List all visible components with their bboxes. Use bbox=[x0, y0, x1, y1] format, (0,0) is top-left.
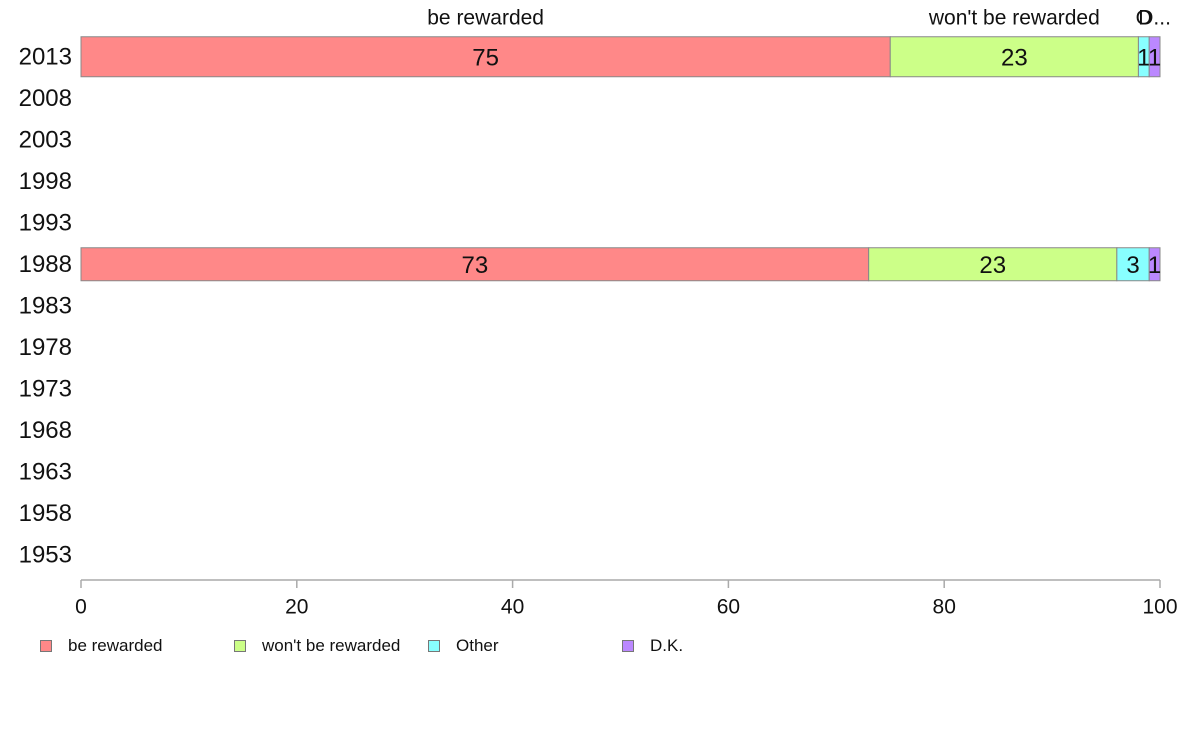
bar-segment bbox=[80, 247, 870, 282]
bar-segment bbox=[1148, 36, 1161, 78]
segment-header-label: O bbox=[1136, 7, 1152, 30]
legend: be rewarded won't be rewarded Other D.K. bbox=[40, 636, 1140, 656]
legend-label: won't be rewarded bbox=[262, 636, 401, 655]
year-label: 1973 bbox=[19, 375, 72, 402]
year-label: 1958 bbox=[19, 500, 72, 527]
year-label: 1968 bbox=[19, 417, 72, 444]
year-label: 2013 bbox=[19, 43, 72, 70]
legend-label: D.K. bbox=[650, 636, 684, 655]
year-label: 1988 bbox=[19, 251, 72, 278]
bar-value-label: 73 bbox=[461, 252, 488, 279]
year-label: 2003 bbox=[19, 126, 72, 153]
year-label: 1993 bbox=[19, 209, 72, 236]
year-label: 1963 bbox=[19, 458, 72, 485]
year-axis: 2013 2008 2003 1998 1993 1988 1983 1978 1973 1968… bbox=[19, 43, 72, 568]
bar-segment bbox=[889, 36, 1139, 78]
x-tick-label: 60 bbox=[717, 596, 740, 619]
bar-value-label: 3 bbox=[1126, 252, 1139, 279]
x-tick-label: 40 bbox=[501, 596, 524, 619]
legend-item-dk: D.K. bbox=[622, 636, 683, 656]
legend-item-wont-be-rewarded: won't be rewarded bbox=[234, 636, 400, 656]
legend-label: Other bbox=[456, 636, 499, 655]
legend-item-other: Other bbox=[428, 636, 499, 656]
segment-header-label: won't be rewarded bbox=[928, 7, 1100, 30]
x-tick-label: 100 bbox=[1142, 596, 1177, 619]
bar-segment bbox=[1148, 247, 1161, 282]
bar-value-label: 1 bbox=[1148, 252, 1161, 279]
legend-swatch bbox=[428, 640, 440, 652]
bar-value-label: 1 bbox=[1137, 44, 1150, 71]
x-tick-label: 80 bbox=[933, 596, 956, 619]
year-label: 1978 bbox=[19, 334, 72, 361]
bar-value-label: 23 bbox=[979, 252, 1006, 279]
x-tick-label: 0 bbox=[75, 596, 87, 619]
x-tick-label: 20 bbox=[285, 596, 308, 619]
bar-segment bbox=[1116, 247, 1150, 282]
bar-value-label: 1 bbox=[1148, 44, 1161, 71]
legend-label: be rewarded bbox=[68, 636, 163, 655]
segment-header-label: be rewarded bbox=[427, 7, 544, 30]
legend-swatch bbox=[234, 640, 246, 652]
year-label: 1953 bbox=[19, 541, 72, 568]
legend-swatch bbox=[622, 640, 634, 652]
year-label: 1983 bbox=[19, 292, 72, 319]
bar-value-label: 75 bbox=[472, 44, 499, 71]
bar-value-label: 23 bbox=[1001, 44, 1028, 71]
year-label: 2008 bbox=[19, 85, 72, 112]
x-axis: 0 20 40 60 80 100 bbox=[75, 579, 1178, 619]
segment-header-labels: be rewarded won't be rewarded OD... bbox=[427, 7, 1171, 30]
segment-header-label: D... bbox=[1138, 7, 1171, 30]
year-label: 1998 bbox=[19, 168, 72, 195]
legend-item-be-rewarded: be rewarded bbox=[40, 636, 163, 656]
legend-swatch bbox=[40, 640, 52, 652]
